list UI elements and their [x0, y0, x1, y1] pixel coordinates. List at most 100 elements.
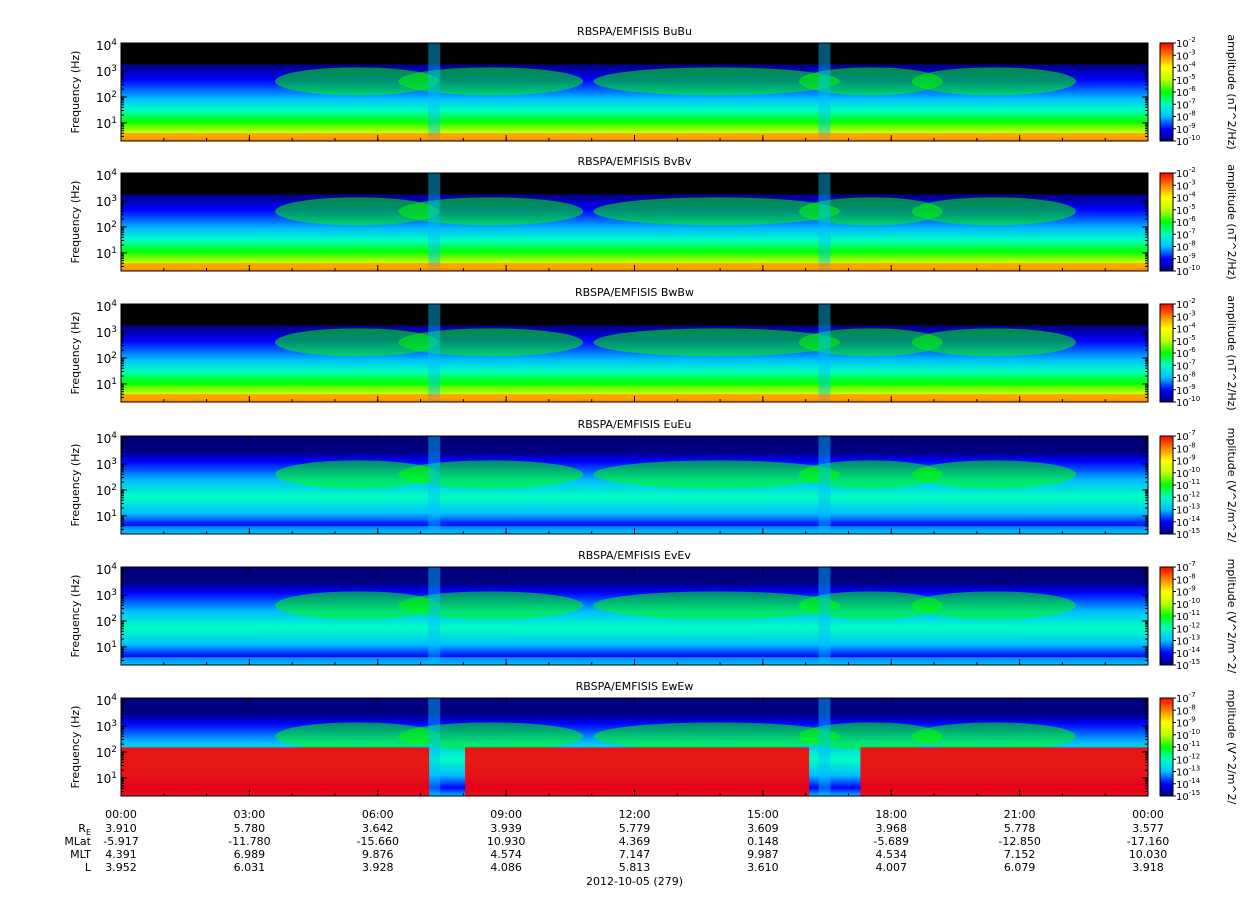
ephemeris-value: -11.780: [228, 835, 270, 848]
ephemeris-value: 3.928: [362, 861, 394, 874]
colorbar-tick-label: 10-9: [1176, 252, 1196, 266]
y-tick-label: 104: [96, 299, 117, 314]
saturated-region: [860, 747, 1148, 796]
panel-2: RBSPA/EMFISIS BvBv 101 102 103 104 Frequency …: [69, 155, 1238, 280]
colorbar-tick-label: 10-7: [1176, 358, 1196, 372]
y-tick-label: 102: [96, 351, 117, 366]
chorus-emission: [398, 722, 584, 751]
time-axis: 00:00 03:00 06:00 09:00 12:00 15:00 18:00 21:00…: [105, 808, 1164, 821]
y-tick-label: 101: [96, 509, 117, 524]
spectrogram-image: [121, 698, 1148, 796]
y-tick-label: 102: [96, 745, 117, 760]
colorbar-tick-label: 10-10: [1176, 395, 1200, 409]
perigee-feature: [818, 43, 831, 141]
y-tick-label: 101: [96, 377, 117, 392]
colorbar-tick-label: 10-6: [1176, 346, 1196, 360]
colorbar-tick-label: 10-11: [1176, 609, 1200, 623]
ephemeris-table: RE 3.910 5.780 3.642 3.939 5.779 3.609 3.968 5.7…: [64, 822, 1169, 874]
chorus-emission: [398, 460, 584, 489]
y-tick-label: 104: [96, 693, 117, 708]
colorbar-tick-label: 10-4: [1176, 322, 1196, 336]
ephemeris-value: -17.160: [1127, 835, 1169, 848]
colorbar-tick-label: 10-8: [1176, 371, 1196, 385]
colorbar-tick-label: 10-14: [1176, 777, 1201, 791]
chorus-emission: [398, 197, 584, 226]
ephemeris-value: 7.152: [1004, 848, 1036, 861]
colorbar-tick-label: 10-10: [1176, 134, 1200, 148]
chorus-emission: [798, 722, 943, 751]
ephemeris-value: 3.939: [490, 822, 522, 835]
ephemeris-value: 5.813: [619, 861, 651, 874]
y-tick-label: 103: [96, 588, 117, 603]
y-tick-label: 102: [96, 483, 117, 498]
x-tick-label: 00:00: [1132, 808, 1164, 821]
colorbar-tick-label: 10-8: [1176, 110, 1196, 124]
colorbar-tick-label: 10-8: [1176, 703, 1196, 717]
colorbar-tick-label: 10-9: [1176, 454, 1196, 468]
date-label: 2012-10-05 (279): [586, 875, 683, 888]
ephemeris-value: 3.610: [747, 861, 779, 874]
colorbar-tick-label: 10-6: [1176, 85, 1196, 99]
ephemeris-value: 4.007: [876, 861, 908, 874]
colorbar-label: mplitude (V^2/m^2/: [1225, 428, 1238, 543]
colorbar: [1159, 42, 1174, 142]
ephemeris-value: 5.779: [619, 822, 651, 835]
ephemeris-row-label: L: [85, 861, 92, 874]
chorus-emission: [911, 197, 1077, 226]
panel-3: RBSPA/EMFISIS BwBw 101 102 103 104 Frequency …: [69, 286, 1238, 411]
colorbar-label: amplitude (nT^2/Hz): [1225, 34, 1238, 149]
ephemeris-value: 4.086: [490, 861, 522, 874]
x-tick-label: 12:00: [619, 808, 651, 821]
y-tick-label: 102: [96, 614, 117, 629]
ephemeris-value: -12.850: [998, 835, 1040, 848]
panel-title: RBSPA/EMFISIS BwBw: [575, 286, 694, 299]
chorus-emission: [275, 460, 440, 489]
ephemeris-value: 3.968: [876, 822, 908, 835]
colorbar-tick-label: 10-7: [1176, 429, 1196, 443]
colorbar-tick-label: 10-3: [1176, 309, 1196, 323]
chorus-emission: [398, 328, 584, 357]
chorus-emission: [398, 67, 584, 96]
ephemeris-value: 3.910: [105, 822, 137, 835]
colorbar-tick-label: 10-9: [1176, 716, 1196, 730]
chorus-emission: [911, 460, 1077, 489]
colorbar-tick-label: 10-2: [1176, 166, 1196, 180]
panel-title: RBSPA/EMFISIS EwEw: [576, 680, 694, 693]
chorus-emission: [398, 591, 584, 620]
ephemeris-value: 10.930: [487, 835, 526, 848]
x-tick-label: 06:00: [362, 808, 394, 821]
chorus-emission: [798, 67, 943, 96]
y-tick-label: 102: [96, 220, 117, 235]
chorus-emission: [593, 591, 840, 620]
colorbar-tick-label: 10-15: [1176, 658, 1200, 672]
perigee-feature: [818, 304, 831, 402]
ephemeris-value: -5.689: [874, 835, 909, 848]
ephemeris-value: -5.917: [103, 835, 138, 848]
chorus-emission: [593, 460, 840, 489]
colorbar: [1159, 697, 1174, 797]
panel-title: RBSPA/EMFISIS EuEu: [578, 418, 692, 431]
colorbar-tick-label: 10-3: [1176, 178, 1196, 192]
ephemeris-value: 6.989: [234, 848, 266, 861]
spectrogram-image: [121, 567, 1148, 665]
colorbar-label: mplitude (V^2/m^2/: [1225, 559, 1238, 674]
colorbar-tick-label: 10-14: [1176, 646, 1201, 660]
colorbar-label: mplitude (V^2/m^2/: [1225, 690, 1238, 805]
colorbar: [1159, 303, 1174, 403]
ephemeris-row-label: RE: [78, 822, 91, 837]
colorbar-tick-label: 10-12: [1176, 490, 1200, 504]
perigee-feature: [428, 567, 441, 665]
ephemeris-value: 4.534: [876, 848, 908, 861]
chorus-emission: [911, 722, 1077, 751]
colorbar-tick-label: 10-3: [1176, 48, 1196, 62]
y-tick-label: 103: [96, 719, 117, 734]
colorbar-tick-label: 10-10: [1176, 264, 1200, 278]
y-axis-label: Frequency (Hz): [69, 706, 82, 789]
ephemeris-value: 3.642: [362, 822, 394, 835]
colorbar-tick-label: 10-4: [1176, 61, 1196, 75]
ephemeris-value: 3.952: [105, 861, 137, 874]
colorbar-tick-label: 10-11: [1176, 740, 1200, 754]
colorbar-tick-label: 10-2: [1176, 297, 1196, 311]
colorbar-tick-label: 10-10: [1176, 728, 1200, 742]
